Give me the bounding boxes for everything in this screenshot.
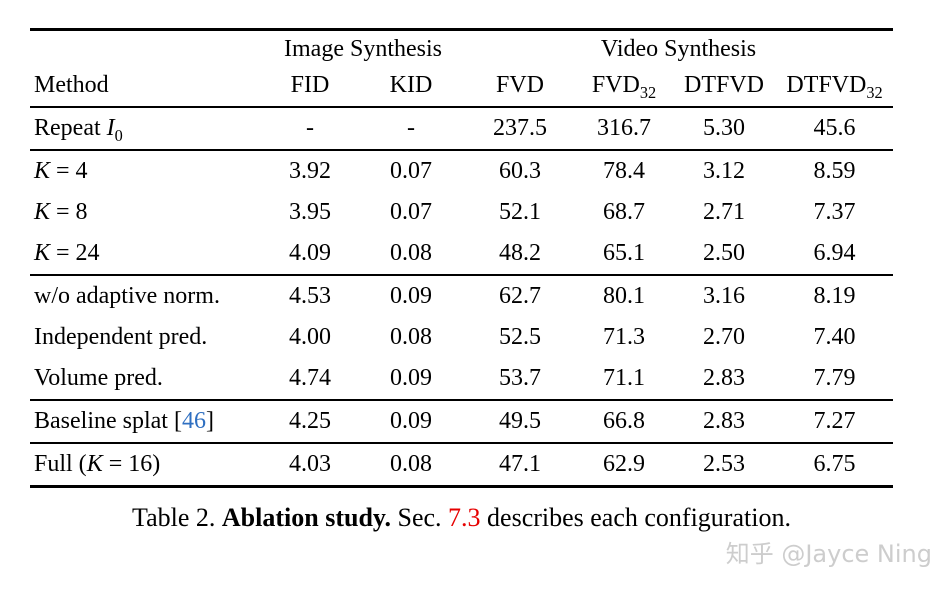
value-cell: 78.4 <box>576 149 673 192</box>
method-cell: K = 4 <box>30 149 262 192</box>
column-header-row: Method FID KID FVD FVD32 DTFVD DTFVD32 <box>30 67 894 108</box>
zhihu-watermark: 知乎 @Jayce Ning <box>725 540 932 568</box>
value-cell: 2.70 <box>703 324 746 350</box>
caption-label: Table 2. <box>132 503 222 532</box>
value-cell: 65.1 <box>603 240 646 266</box>
value-cell: 316.7 <box>597 115 652 141</box>
value-cell: 71.1 <box>603 365 646 391</box>
value-cell: 68.7 <box>603 199 646 225</box>
method-cell: Full (K = 16) <box>30 442 262 487</box>
table-row-k4: K = 4 3.92 0.07 60.3 78.4 3.12 8.59 <box>30 149 894 192</box>
method-cell: w/o adaptive norm. <box>30 274 262 317</box>
value-cell: 45.6 <box>813 115 856 141</box>
value-cell: 0.09 <box>358 399 465 443</box>
caption-bold-title: Ablation study. <box>221 503 391 532</box>
col-header-fvd32: FVD32 <box>576 67 673 108</box>
table-row-k24: K = 24 4.09 0.08 48.2 65.1 2.50 6.94 <box>30 233 893 275</box>
value-cell: 5.30 <box>703 115 746 141</box>
value-cell: 237.5 <box>493 115 548 141</box>
value-cell: 7.79 <box>813 365 856 391</box>
group-header-spacer <box>30 30 262 68</box>
value-cell: 0.07 <box>358 149 465 192</box>
table-row-volume-pred: Volume pred. 4.74 0.09 53.7 71.1 2.83 7.… <box>30 358 893 400</box>
value-cell: 2.71 <box>703 199 746 225</box>
caption-suffix: describes each configuration. <box>480 503 791 532</box>
method-cell: Independent pred. <box>34 324 208 350</box>
value-cell: 2.50 <box>703 240 746 266</box>
value-cell: 0.08 <box>390 240 432 266</box>
subscript: 32 <box>866 82 883 102</box>
value-cell: 71.3 <box>603 324 646 350</box>
value-cell: 6.94 <box>813 240 856 266</box>
value-cell: 4.25 <box>262 399 358 443</box>
value-cell: 4.03 <box>262 442 358 487</box>
value-cell: 0.09 <box>358 274 465 317</box>
value-cell: 49.5 <box>464 399 577 443</box>
caption-mid: Sec. <box>390 503 449 532</box>
method-cell: K = 8 <box>34 199 88 225</box>
table-row-baseline-splat: Baseline splat [46] 4.25 0.09 49.5 66.8 … <box>30 399 894 443</box>
value-cell: 0.08 <box>358 442 465 487</box>
value-cell: 7.27 <box>776 399 894 443</box>
value-cell: 3.95 <box>289 199 331 225</box>
subscript: 32 <box>639 82 657 102</box>
value-cell: 4.74 <box>289 365 331 391</box>
value-cell: 8.59 <box>776 149 894 192</box>
group-header-row: Image Synthesis Video Synthesis <box>30 30 893 68</box>
citation-link[interactable]: 46 <box>181 408 206 434</box>
method-cell: Volume pred. <box>34 365 163 391</box>
col-header-dtfvd32: DTFVD32 <box>776 67 894 108</box>
value-cell: 48.2 <box>499 240 542 266</box>
value-cell: 8.19 <box>776 274 894 317</box>
value-cell: 52.1 <box>499 199 542 225</box>
value-cell: 66.8 <box>576 399 673 443</box>
value-cell: 0.07 <box>390 199 432 225</box>
method-cell: Baseline splat [46] <box>30 399 262 443</box>
value-cell: 60.3 <box>464 149 577 192</box>
value-cell: 0.09 <box>390 365 432 391</box>
value-cell: 7.40 <box>813 324 856 350</box>
value-cell: 53.7 <box>499 365 542 391</box>
col-header-kid: KID <box>358 67 465 108</box>
table-caption: Table 2. Ablation study. Sec. 7.3 descri… <box>30 503 893 533</box>
table-row-repeat-i0: Repeat I0 - - 237.5 316.7 5.30 45.6 <box>30 107 893 150</box>
group-header-video-synthesis: Video Synthesis <box>600 36 757 62</box>
group-header-image-synthesis: Image Synthesis <box>284 36 442 62</box>
value-cell: - <box>407 115 415 141</box>
value-cell: 3.16 <box>672 274 777 317</box>
value-cell: 2.83 <box>672 399 777 443</box>
value-cell: - <box>306 115 314 141</box>
col-header-fvd: FVD <box>464 67 577 108</box>
method-cell: Repeat I0 <box>34 115 123 145</box>
method-cell: K = 24 <box>34 240 100 266</box>
col-header-method: Method <box>30 67 262 108</box>
value-cell: 6.75 <box>776 442 894 487</box>
value-cell: 47.1 <box>464 442 577 487</box>
col-header-dtfvd: DTFVD <box>672 67 777 108</box>
value-cell: 2.53 <box>672 442 777 487</box>
col-header-fid: FID <box>262 67 358 108</box>
section-ref-link[interactable]: 7.3 <box>448 503 481 532</box>
value-cell: 3.12 <box>672 149 777 192</box>
value-cell: 7.37 <box>813 199 856 225</box>
value-cell: 52.5 <box>499 324 542 350</box>
table-row-independent-pred: Independent pred. 4.00 0.08 52.5 71.3 2.… <box>30 317 893 358</box>
value-cell: 4.53 <box>262 274 358 317</box>
table-row-full-k16: Full (K = 16) 4.03 0.08 47.1 62.9 2.53 6… <box>30 442 894 487</box>
value-cell: 3.92 <box>262 149 358 192</box>
value-cell: 62.9 <box>576 442 673 487</box>
value-cell: 0.08 <box>390 324 432 350</box>
value-cell: 62.7 <box>464 274 577 317</box>
value-cell: 2.83 <box>703 365 746 391</box>
ablation-table: Image Synthesis Video Synthesis Method F… <box>30 28 894 488</box>
value-cell: 4.00 <box>289 324 331 350</box>
table-row-wo-adaptive-norm: w/o adaptive norm. 4.53 0.09 62.7 80.1 3… <box>30 274 894 317</box>
value-cell: 4.09 <box>289 240 331 266</box>
value-cell: 80.1 <box>576 274 673 317</box>
table-row-k8: K = 8 3.95 0.07 52.1 68.7 2.71 7.37 <box>30 192 893 233</box>
